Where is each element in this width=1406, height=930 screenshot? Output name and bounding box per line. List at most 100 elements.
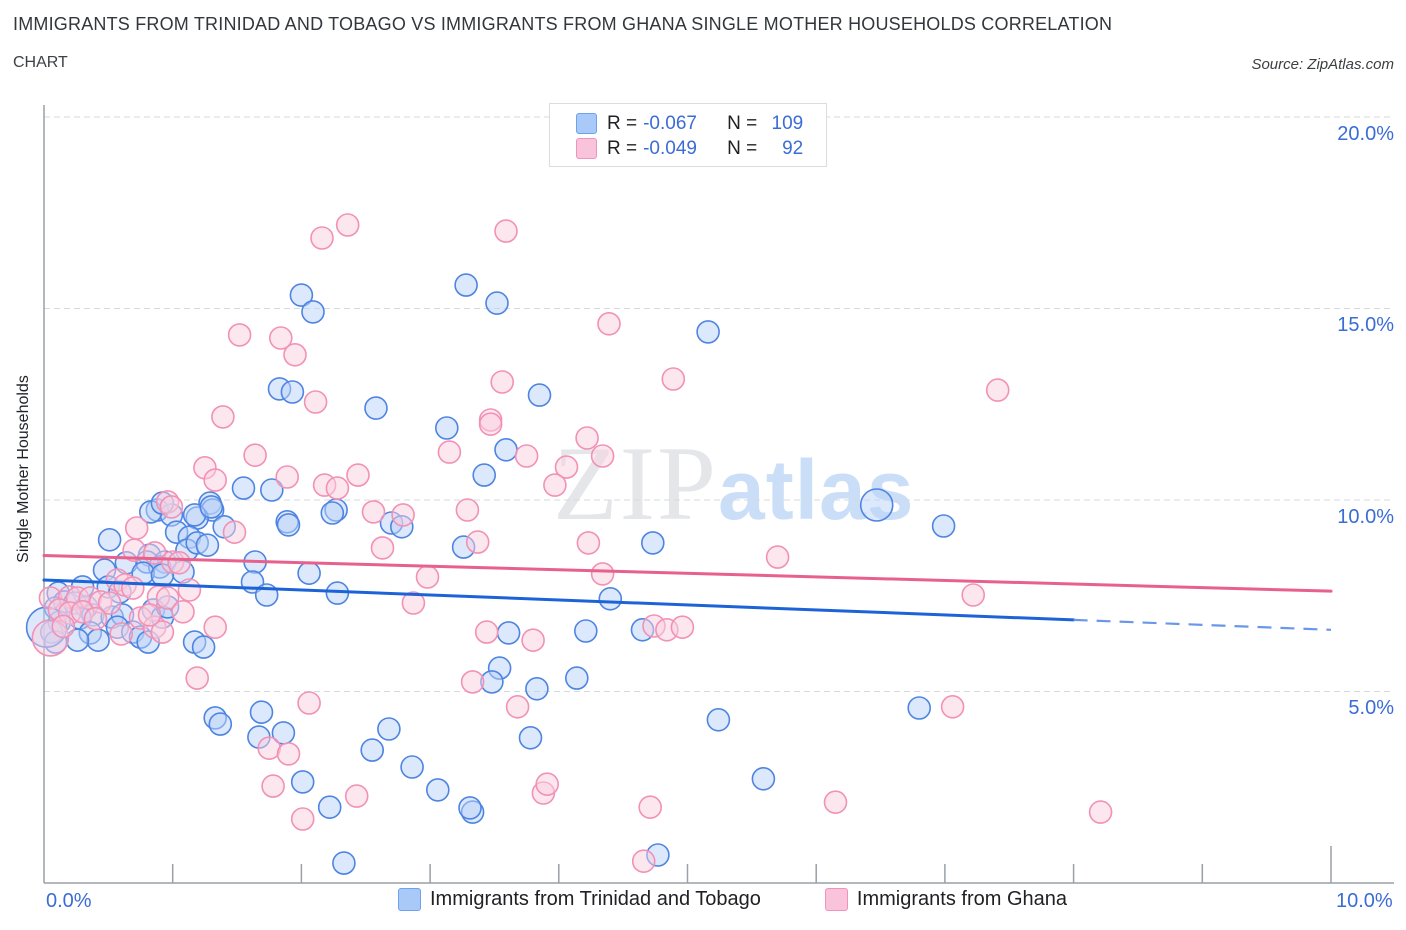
scatter-point-ghana[interactable] (346, 463, 370, 487)
scatter-point-trinidad[interactable] (290, 770, 315, 794)
scatter-point-trinidad[interactable] (454, 273, 478, 297)
scatter-point-trinidad[interactable] (195, 533, 220, 558)
scatter-point-ghana[interactable] (310, 226, 334, 250)
scatter-point-ghana[interactable] (171, 599, 195, 624)
scatter-point-trinidad[interactable] (317, 795, 342, 820)
scatter-point-trinidad[interactable] (191, 635, 216, 659)
scatter-point-trinidad[interactable] (364, 396, 388, 420)
scatter-point-ghana[interactable] (121, 576, 145, 600)
scatter-point-trinidad[interactable] (199, 495, 224, 519)
scatter-point-trinidad[interactable] (706, 707, 731, 732)
scatter-point-ghana[interactable] (494, 219, 518, 243)
scatter-point-ghana[interactable] (670, 615, 695, 640)
scatter-point-ghana[interactable] (167, 550, 191, 575)
scatter-point-ghana[interactable] (631, 849, 656, 874)
scatter-point-ghana[interactable] (261, 774, 285, 798)
scatter-point-trinidad[interactable] (259, 478, 284, 502)
scatter-point-ghana[interactable] (576, 531, 601, 555)
scatter-point-trinidad[interactable] (425, 778, 450, 802)
scatter-point-trinidad[interactable] (301, 300, 325, 324)
scatter-point-ghana[interactable] (638, 795, 663, 820)
scatter-point-trinidad[interactable] (400, 755, 424, 779)
scatter-point-ghana[interactable] (297, 691, 321, 715)
scatter-point-ghana[interactable] (203, 468, 227, 492)
scatter-point-ghana[interactable] (325, 476, 350, 500)
scatter-point-ghana[interactable] (150, 620, 175, 644)
scatter-point-trinidad[interactable] (434, 416, 459, 440)
legend-item-trinidad[interactable]: Immigrants from Trinidad and Tobago (398, 888, 761, 911)
scatter-point-trinidad[interactable] (598, 586, 623, 611)
scatter-point-ghana[interactable] (514, 444, 539, 468)
scatter-point-ghana[interactable] (268, 326, 293, 350)
scatter-point-ghana[interactable] (535, 772, 560, 797)
scatter-point-ghana[interactable] (370, 536, 395, 560)
scatter-point-ghana[interactable] (124, 516, 149, 540)
scatter-point-ghana[interactable] (521, 628, 545, 653)
scatter-point-ghana[interactable] (137, 603, 162, 627)
scatter-point-ghana[interactable] (159, 495, 184, 519)
scatter-point-ghana[interactable] (155, 586, 180, 610)
scatter-point-trinidad[interactable] (573, 619, 598, 643)
scatter-point-ghana[interactable] (243, 443, 267, 468)
scatter-point-ghana[interactable] (474, 620, 499, 644)
scatter-point-ghana[interactable] (823, 790, 848, 815)
scatter-point-trinidad[interactable] (696, 320, 720, 344)
scatter-point-ghana[interactable] (961, 583, 986, 607)
scatter-point-trinidad[interactable] (525, 676, 549, 701)
scatter-point-trinidad[interactable] (496, 621, 521, 645)
scatter-point-trinidad[interactable] (377, 717, 401, 741)
scatter-point-ghana[interactable] (543, 473, 567, 497)
scatter-point-trinidad[interactable] (86, 628, 110, 653)
scatter-point-trinidad[interactable] (564, 666, 589, 690)
scatter-point-ghana[interactable] (415, 565, 440, 589)
scatter-point-trinidad[interactable] (208, 712, 233, 736)
scatter-point-trinidad[interactable] (297, 561, 321, 586)
scatter-point-ghana[interactable] (227, 323, 252, 347)
scatter-point-ghana[interactable] (51, 614, 76, 639)
scatter-point-ghana[interactable] (303, 390, 328, 414)
scatter-point-ghana[interactable] (437, 440, 462, 464)
scatter-point-ghana[interactable] (185, 666, 209, 690)
scatter-point-trinidad[interactable] (751, 766, 776, 791)
scatter-point-trinidad[interactable] (472, 463, 497, 487)
scatter-point-ghana[interactable] (361, 500, 386, 524)
scatter-point-trinidad[interactable] (280, 380, 305, 404)
scatter-point-ghana[interactable] (109, 622, 133, 646)
scatter-point-trinidad[interactable] (640, 531, 665, 555)
scatter-point-ghana[interactable] (985, 378, 1010, 402)
scatter-point-ghana[interactable] (177, 578, 202, 602)
scatter-point-ghana[interactable] (455, 498, 480, 522)
scatter-point-trinidad[interactable] (276, 513, 301, 537)
scatter-point-ghana[interactable] (940, 694, 965, 719)
scatter-point-ghana[interactable] (275, 465, 300, 489)
scatter-point-ghana[interactable] (401, 591, 426, 615)
scatter-point-ghana[interactable] (661, 367, 686, 391)
scatter-point-trinidad[interactable] (527, 383, 552, 407)
scatter-point-ghana[interactable] (391, 503, 415, 527)
scatter-point-trinidad[interactable] (332, 851, 356, 875)
scatter-point-ghana[interactable] (590, 562, 615, 586)
scatter-point-ghana[interactable] (460, 670, 485, 694)
scatter-point-trinidad[interactable] (289, 283, 314, 307)
scatter-point-trinidad[interactable] (360, 738, 385, 762)
scatter-point-ghana[interactable] (83, 606, 108, 631)
scatter-point-ghana[interactable] (1088, 800, 1113, 824)
scatter-point-trinidad[interactable] (494, 437, 518, 462)
scatter-point-trinidad[interactable] (97, 527, 122, 552)
scatter-point-ghana[interactable] (478, 412, 503, 437)
scatter-point-ghana[interactable] (465, 530, 490, 554)
scatter-point-ghana[interactable] (597, 311, 621, 336)
scatter-point-ghana[interactable] (97, 591, 122, 615)
scatter-point-ghana[interactable] (490, 370, 515, 394)
scatter-point-ghana[interactable] (590, 444, 615, 468)
scatter-point-trinidad[interactable] (458, 796, 482, 820)
scatter-point-ghana[interactable] (290, 807, 315, 831)
scatter-point-trinidad[interactable] (249, 700, 274, 725)
legend-item-ghana[interactable]: Immigrants from Ghana (824, 888, 1067, 911)
scatter-point-trinidad[interactable] (931, 514, 956, 538)
scatter-point-ghana[interactable] (222, 520, 247, 545)
scatter-point-ghana[interactable] (203, 615, 227, 640)
scatter-point-ghana[interactable] (575, 426, 599, 450)
scatter-point-trinidad[interactable] (859, 488, 894, 522)
scatter-point-ghana[interactable] (335, 213, 360, 237)
